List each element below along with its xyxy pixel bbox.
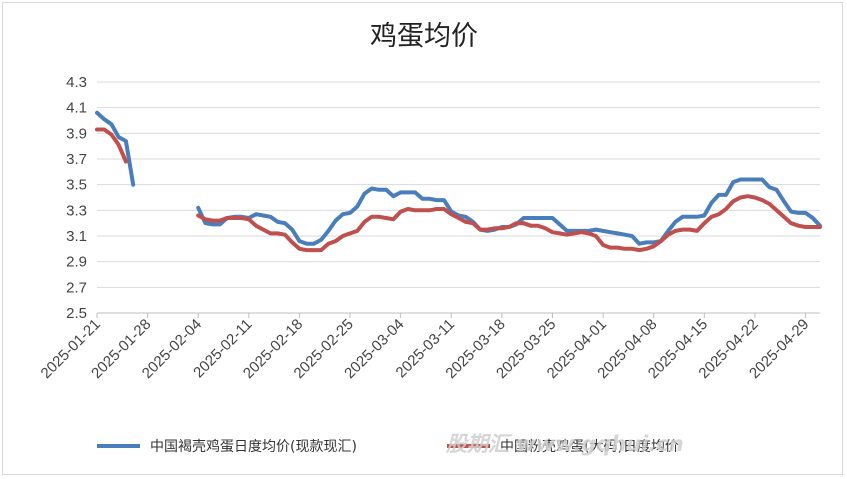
y-tick-label: 3.7 [66, 151, 87, 168]
y-tick-label: 4.1 [66, 100, 87, 117]
x-axis: 2025-01-212025-01-282025-02-042025-02-11… [38, 313, 812, 382]
grid [97, 81, 820, 314]
y-tick-label: 3.3 [66, 202, 87, 219]
y-tick-label: 3.5 [66, 177, 87, 194]
series-line-1 [196, 177, 822, 246]
plot-area [95, 110, 822, 253]
legend: 中国褐壳鸡蛋日度均价(现款现汇) 中国粉壳鸡蛋(大码)日度均价 [97, 438, 679, 455]
y-tick-label: 3.1 [66, 228, 87, 245]
y-tick-label: 3.9 [66, 125, 87, 142]
series-line-2 [196, 194, 822, 253]
y-tick-label: 2.9 [66, 254, 87, 271]
chart-title: 鸡蛋均价 [370, 21, 478, 52]
legend-label-1: 中国褐壳鸡蛋日度均价(现款现汇) [150, 438, 357, 455]
y-tick-label: 2.7 [66, 279, 87, 296]
y-tick-label: 4.3 [66, 74, 87, 91]
series-line-2 [95, 127, 128, 164]
y-axis: 2.5 2.7 2.9 3.1 3.3 3.5 3.7 3.9 4.1 4.3 [66, 74, 87, 322]
y-tick-label: 2.5 [66, 305, 87, 322]
legend-label-2: 中国粉壳鸡蛋(大码)日度均价 [500, 438, 679, 455]
watermark: 股期汇 www.gqhui.cn [445, 432, 684, 456]
series-line-1 [95, 110, 136, 187]
